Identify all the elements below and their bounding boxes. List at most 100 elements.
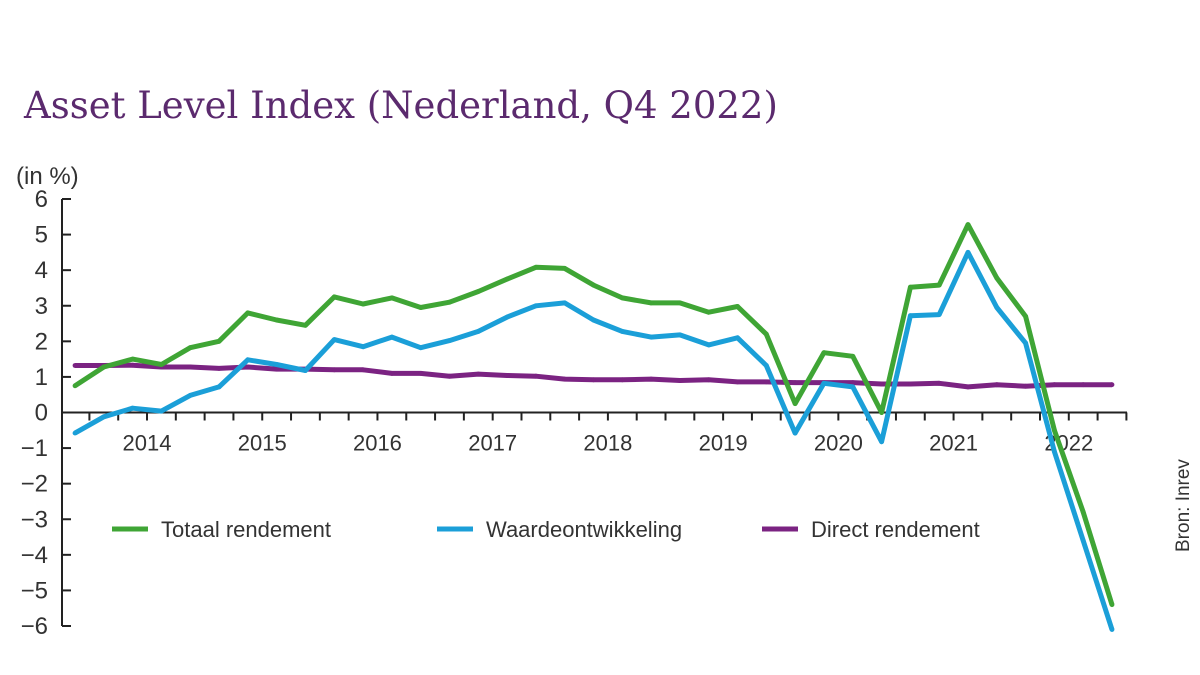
data-point-totaal-rendement bbox=[792, 401, 798, 406]
data-point-waardeontwikkeling bbox=[159, 408, 164, 414]
data-point-direct-rendement bbox=[1052, 382, 1057, 388]
data-point-direct-rendement bbox=[648, 376, 654, 382]
data-point-direct-rendement bbox=[908, 381, 913, 387]
y-axis: 6 5 4 3 2 1 0 −1 −2 −3 −4 −5 −6 bbox=[21, 186, 71, 640]
data-point-direct-rendement bbox=[936, 380, 942, 386]
source-note: Bron: Inrev bbox=[1173, 459, 1194, 552]
data-point-waardeontwikkeling bbox=[447, 338, 452, 343]
x-tick-label: 2019 bbox=[699, 431, 748, 456]
data-point-direct-rendement bbox=[331, 367, 337, 373]
data-point-totaal-rendement bbox=[418, 305, 424, 310]
data-point-waardeontwikkeling bbox=[1052, 449, 1057, 454]
data-point-waardeontwikkeling bbox=[360, 344, 366, 350]
data-point-direct-rendement bbox=[72, 363, 78, 368]
y-tick-label: 4 bbox=[35, 257, 48, 284]
data-point-totaal-rendement bbox=[245, 310, 251, 316]
data-point-waardeontwikkeling bbox=[908, 313, 913, 319]
data-point-waardeontwikkeling bbox=[965, 250, 971, 255]
x-tick-label: 2018 bbox=[583, 431, 632, 456]
data-point-direct-rendement bbox=[763, 379, 769, 385]
data-point-waardeontwikkeling bbox=[735, 335, 740, 341]
data-point-direct-rendement bbox=[533, 373, 539, 379]
data-point-waardeontwikkeling bbox=[475, 329, 481, 334]
data-point-waardeontwikkeling bbox=[763, 363, 769, 368]
data-point-totaal-rendement bbox=[936, 282, 942, 288]
data-point-direct-rendement bbox=[504, 373, 510, 378]
data-point-totaal-rendement bbox=[159, 362, 164, 367]
data-point-waardeontwikkeling bbox=[619, 329, 625, 334]
data-point-totaal-rendement bbox=[447, 299, 452, 305]
data-point-waardeontwikkeling bbox=[418, 345, 424, 351]
data-point-totaal-rendement bbox=[475, 289, 481, 294]
data-point-direct-rendement bbox=[216, 366, 222, 371]
data-point-totaal-rendement bbox=[1052, 427, 1057, 433]
data-point-direct-rendement bbox=[475, 371, 481, 377]
data-point-waardeontwikkeling bbox=[706, 342, 712, 348]
y-tick-label: −2 bbox=[21, 471, 48, 498]
y-axis-label: (in %) bbox=[16, 163, 79, 190]
data-point-waardeontwikkeling bbox=[677, 332, 683, 338]
legend-label-totaal-rendement: Totaal rendement bbox=[161, 517, 331, 542]
data-point-direct-rendement bbox=[677, 378, 683, 383]
data-point-waardeontwikkeling bbox=[648, 334, 654, 340]
chart-title: Asset Level Index (Nederland, Q4 2022) bbox=[24, 84, 778, 127]
y-tick-label: −6 bbox=[21, 613, 48, 640]
data-point-totaal-rendement bbox=[331, 294, 337, 300]
legend: Totaal rendement Waardeontwikkeling Direct… bbox=[112, 517, 980, 542]
data-point-direct-rendement bbox=[735, 379, 740, 385]
data-point-totaal-rendement bbox=[850, 353, 856, 359]
data-point-totaal-rendement bbox=[72, 383, 78, 389]
data-point-direct-rendement bbox=[591, 377, 596, 383]
data-point-waardeontwikkeling bbox=[936, 312, 942, 317]
y-tick-label: 1 bbox=[35, 364, 48, 391]
data-point-waardeontwikkeling bbox=[792, 430, 798, 436]
data-point-totaal-rendement bbox=[533, 264, 539, 270]
data-point-totaal-rendement bbox=[303, 322, 308, 328]
y-tick-label: −5 bbox=[21, 577, 48, 604]
y-tick-label: −1 bbox=[21, 435, 48, 462]
data-point-waardeontwikkeling bbox=[331, 337, 337, 342]
y-tick-label: −3 bbox=[21, 506, 48, 533]
data-point-direct-rendement bbox=[1023, 383, 1028, 389]
legend-label-direct-rendement: Direct rendement bbox=[811, 517, 980, 542]
data-point-direct-rendement bbox=[619, 377, 625, 383]
data-point-waardeontwikkeling bbox=[101, 414, 107, 420]
data-point-direct-rendement bbox=[1080, 382, 1086, 388]
data-point-waardeontwikkeling bbox=[994, 305, 1000, 310]
data-point-direct-rendement bbox=[389, 371, 395, 376]
y-tick-label: 3 bbox=[35, 293, 48, 320]
data-point-waardeontwikkeling bbox=[850, 384, 856, 390]
y-tick-label: 5 bbox=[35, 222, 48, 249]
data-point-totaal-rendement bbox=[562, 266, 568, 271]
data-point-waardeontwikkeling bbox=[389, 334, 395, 340]
data-point-direct-rendement bbox=[130, 362, 136, 368]
y-tick-label: −4 bbox=[21, 542, 48, 569]
data-point-waardeontwikkeling bbox=[533, 303, 539, 309]
data-point-totaal-rendement bbox=[619, 295, 625, 301]
x-tick-label: 2015 bbox=[238, 431, 287, 456]
x-tick-label: 2020 bbox=[814, 431, 863, 456]
data-point-totaal-rendement bbox=[1080, 509, 1086, 515]
data-point-direct-rendement bbox=[792, 380, 798, 385]
data-point-direct-rendement bbox=[447, 373, 452, 379]
data-point-direct-rendement bbox=[360, 367, 366, 373]
data-point-totaal-rendement bbox=[360, 301, 366, 307]
data-point-totaal-rendement bbox=[101, 364, 107, 370]
data-point-waardeontwikkeling bbox=[1109, 627, 1115, 632]
data-point-waardeontwikkeling bbox=[130, 405, 136, 411]
data-point-waardeontwikkeling bbox=[274, 362, 279, 367]
data-point-totaal-rendement bbox=[187, 345, 193, 351]
data-point-waardeontwikkeling bbox=[245, 357, 251, 363]
data-point-totaal-rendement bbox=[677, 300, 683, 306]
data-point-direct-rendement bbox=[850, 380, 856, 385]
data-point-totaal-rendement bbox=[821, 350, 827, 356]
y-tick-label: 2 bbox=[35, 328, 48, 355]
x-tick-label: 2017 bbox=[468, 431, 517, 456]
data-point-direct-rendement bbox=[706, 377, 712, 383]
data-point-waardeontwikkeling bbox=[216, 384, 222, 390]
data-point-waardeontwikkeling bbox=[1023, 340, 1028, 346]
x-tick-label: 2021 bbox=[929, 431, 978, 456]
data-point-totaal-rendement bbox=[130, 356, 136, 362]
plot-area bbox=[72, 222, 1115, 632]
